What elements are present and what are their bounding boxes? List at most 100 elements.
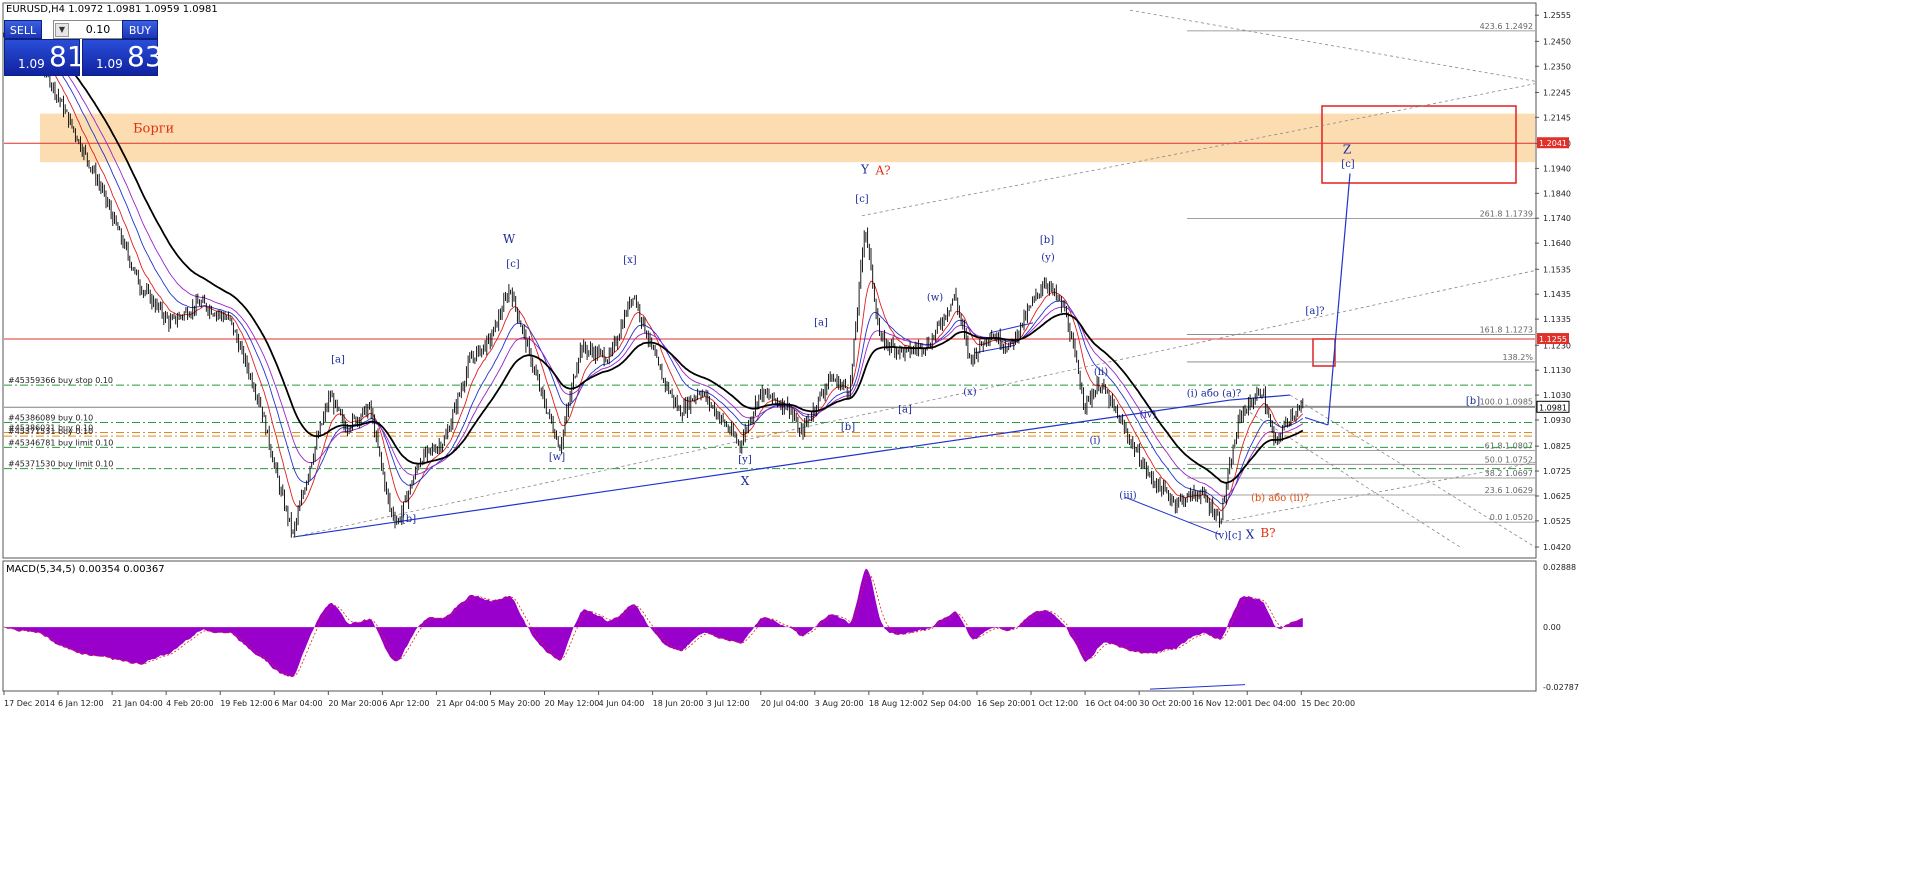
- y-tick-label: 1.0625: [1543, 492, 1571, 501]
- x-tick-label: 16 Sep 20:00: [977, 699, 1030, 708]
- x-tick-label: 21 Jan 04:00: [112, 699, 163, 708]
- buy-button[interactable]: BUY: [122, 20, 158, 39]
- trend-line[interactable]: [861, 83, 1536, 217]
- wave-label: [y]: [738, 454, 752, 465]
- y-tick-label: 1.1030: [1543, 391, 1571, 400]
- trend-line[interactable]: [1124, 496, 1221, 536]
- x-tick-label: 20 Mar 20:00: [328, 699, 381, 708]
- wave-label: [a]: [898, 405, 912, 416]
- wave-label: [b]: [841, 422, 855, 433]
- sell-price-prefix: 1.09: [18, 57, 45, 71]
- sell-button[interactable]: SELL: [4, 20, 42, 39]
- wave-label: W: [503, 232, 516, 246]
- wave-label: X: [741, 474, 750, 488]
- lot-decrease-button[interactable]: ▼: [55, 23, 69, 37]
- macd-histogram: [4, 568, 1303, 677]
- fib-level-label: 0.0 1.0520: [1490, 513, 1533, 522]
- y-tick-label: 1.0525: [1543, 517, 1571, 526]
- x-tick-label: 6 Mar 04:00: [274, 699, 322, 708]
- price-tag-label: 1.0981: [1539, 403, 1567, 412]
- wave-label: X: [1246, 527, 1255, 541]
- trend-line[interactable]: [1304, 417, 1329, 426]
- wave-label: [w]: [549, 452, 565, 463]
- trend-line[interactable]: [989, 322, 1034, 334]
- x-tick-label: 16 Nov 12:00: [1193, 699, 1247, 708]
- wave-label: [a]?: [1305, 306, 1324, 317]
- x-tick-label: 3 Aug 20:00: [815, 699, 864, 708]
- fib-level-label: 161.8 1.1273: [1480, 326, 1533, 335]
- debt-zone-label: Борги: [133, 122, 174, 137]
- sell-price-pips: 81: [49, 40, 85, 73]
- wave-label: (b) або (ii)?: [1251, 493, 1309, 504]
- y-tick-label: 1.0825: [1543, 442, 1571, 451]
- wave-label: Y: [860, 162, 870, 176]
- debt-zone: [40, 113, 1535, 163]
- wave-label: (iii): [1119, 490, 1136, 501]
- one-click-trade-panel: SELL ▼ 0.10 ▲ BUY 1.09 81 1.09 83: [4, 20, 192, 76]
- y-tick-label: 1.2450: [1543, 37, 1571, 46]
- fib-level-label: 61.8 1.0807: [1485, 442, 1533, 451]
- y-tick-label: 1.1840: [1543, 189, 1571, 198]
- main-chart-frame: [2, 2, 1537, 559]
- buy-price-button[interactable]: 1.09 83: [82, 39, 163, 76]
- y-tick-label: 1.0930: [1543, 416, 1571, 425]
- price-tag-label: 1.2041: [1539, 139, 1567, 148]
- macd-y-tick-label: 0.00: [1543, 623, 1561, 632]
- macd-y-tick-label: -0.02787: [1543, 683, 1579, 692]
- price-tag: [1537, 333, 1569, 345]
- wave-label: (ii): [1094, 367, 1108, 378]
- wave-label: B?: [1260, 526, 1275, 540]
- y-tick-label: 1.2555: [1543, 11, 1571, 20]
- x-tick-label: 1 Oct 12:00: [1031, 699, 1078, 708]
- fib-level-label: 50.0 1.0752: [1485, 455, 1533, 464]
- wave-label: (w): [927, 292, 943, 303]
- buy-price-prefix: 1.09: [96, 57, 123, 71]
- x-tick-label: 2 Sep 04:00: [923, 699, 971, 708]
- fib-level-label: 23.6 1.0629: [1485, 486, 1533, 495]
- ma-purple: [3, 36, 1304, 497]
- trend-line[interactable]: [1289, 394, 1536, 548]
- x-tick-label: 4 Feb 20:00: [166, 699, 213, 708]
- x-tick-label: 6 Jan 12:00: [58, 699, 104, 708]
- macd-signal-line: [3, 574, 1303, 677]
- wave-label: (i) або (a)?: [1187, 388, 1242, 399]
- x-tick-label: 16 Oct 04:00: [1085, 699, 1137, 708]
- trend-line[interactable]: [1327, 173, 1351, 426]
- sell-price-button[interactable]: 1.09 81: [4, 39, 85, 76]
- x-tick-label: 3 Jul 12:00: [707, 699, 750, 708]
- wave-label: [a]: [814, 317, 828, 328]
- y-tick-label: 1.2145: [1543, 113, 1571, 122]
- trend-line[interactable]: [292, 399, 1231, 538]
- order-label: #45386089 buy 0.10: [8, 413, 93, 422]
- trend-line[interactable]: [292, 270, 1536, 538]
- x-tick-label: 5 May 20:00: [490, 699, 540, 708]
- x-tick-label: 15 Dec 20:00: [1301, 699, 1355, 708]
- wave-label: [x]: [623, 255, 637, 266]
- ma-slow-black: [3, 35, 1304, 484]
- order-label: #45359366 buy stop 0.10: [8, 376, 113, 385]
- price-tag-label: 1.1255: [1539, 335, 1567, 344]
- wave-label: A?: [874, 164, 890, 178]
- order-label: #45371531 buy 0.10: [8, 427, 93, 436]
- y-tick-label: 1.1435: [1543, 290, 1571, 299]
- fib-level-label: 423.6 1.2492: [1480, 22, 1533, 31]
- ma-fast-red: [3, 36, 1304, 512]
- order-label: #45371530 buy limit 0.10: [8, 460, 113, 469]
- fib-level-label: 38.2 1.0697: [1485, 469, 1533, 478]
- trend-line[interactable]: [1129, 9, 1536, 82]
- wave-label: (v)[c]: [1215, 530, 1242, 541]
- y-tick-label: 1.2245: [1543, 88, 1571, 97]
- x-tick-label: 4 Jun 04:00: [599, 699, 645, 708]
- x-tick-label: 18 Jun 20:00: [653, 699, 704, 708]
- lot-size-value: 0.10: [85, 23, 111, 36]
- y-tick-label: 1.1535: [1543, 265, 1571, 274]
- y-tick-label: 1.1230: [1543, 341, 1571, 350]
- wave-label: [b]: [1466, 396, 1480, 407]
- y-tick-label: 1.0725: [1543, 467, 1571, 476]
- fib-level-label: 138.2%: [1502, 353, 1533, 362]
- x-tick-label: 21 Apr 04:00: [436, 699, 488, 708]
- price-tag: [1536, 400, 1570, 413]
- x-tick-label: 30 Oct 20:00: [1139, 699, 1191, 708]
- wave-label: [b]: [1040, 235, 1054, 246]
